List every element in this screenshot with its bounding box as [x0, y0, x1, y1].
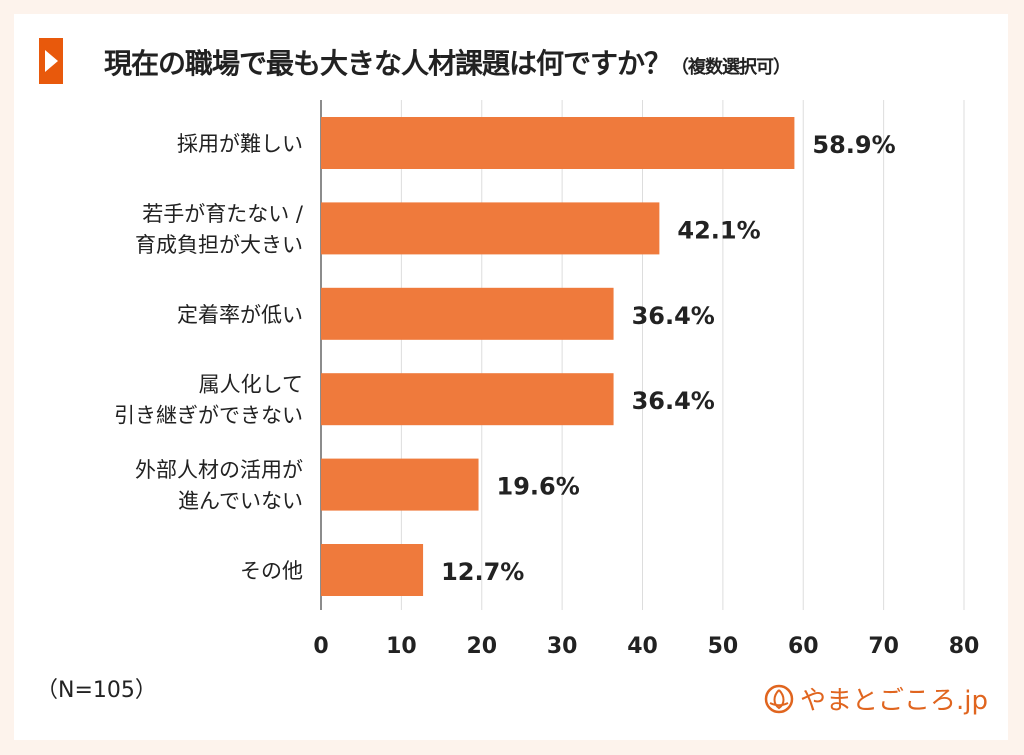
data-label: 58.9%: [812, 131, 895, 159]
sample-size: （N=105）: [36, 678, 157, 703]
data-label: 42.1%: [677, 216, 760, 244]
chart-title: 現在の職場で最も大きな人材課題は何ですか？（複数選択可）: [104, 47, 791, 80]
bar: [321, 458, 479, 511]
category-label: 属人化して: [199, 373, 303, 397]
logo: やまとごころ.jp: [764, 680, 988, 717]
x-tick-label: 50: [708, 634, 739, 659]
data-label: 36.4%: [632, 387, 715, 415]
category-label: 育成負担が大きい: [135, 233, 303, 257]
category-label: 若手が育たない /: [142, 202, 304, 226]
logo-icon: [764, 684, 794, 713]
category-label: その他: [240, 559, 303, 583]
x-tick-label: 60: [788, 634, 819, 659]
bar: [321, 544, 424, 596]
x-tick-label: 20: [466, 634, 497, 659]
category-label: 外部人材の活用が: [135, 458, 303, 482]
data-label: 19.6%: [497, 473, 580, 501]
chart-subtitle: （複数選択可）: [671, 57, 791, 78]
bar: [321, 117, 795, 169]
bar: [321, 373, 614, 426]
data-label: 12.7%: [441, 558, 524, 586]
category-label: 定着率が低い: [177, 303, 303, 327]
category-label: 引き継ぎができない: [114, 404, 303, 428]
category-label: 採用が難しい: [177, 132, 303, 156]
data-label: 36.4%: [632, 302, 715, 330]
play-icon: [39, 38, 63, 84]
category-label: 進んでいない: [178, 489, 303, 513]
x-tick-label: 30: [547, 634, 578, 659]
x-tick-label: 0: [313, 634, 328, 659]
bar: [321, 202, 660, 255]
x-tick-label: 40: [627, 634, 658, 659]
x-tick-label: 80: [949, 634, 980, 659]
bar: [321, 287, 614, 340]
x-tick-label: 70: [868, 634, 899, 659]
x-tick-label: 10: [386, 634, 417, 659]
